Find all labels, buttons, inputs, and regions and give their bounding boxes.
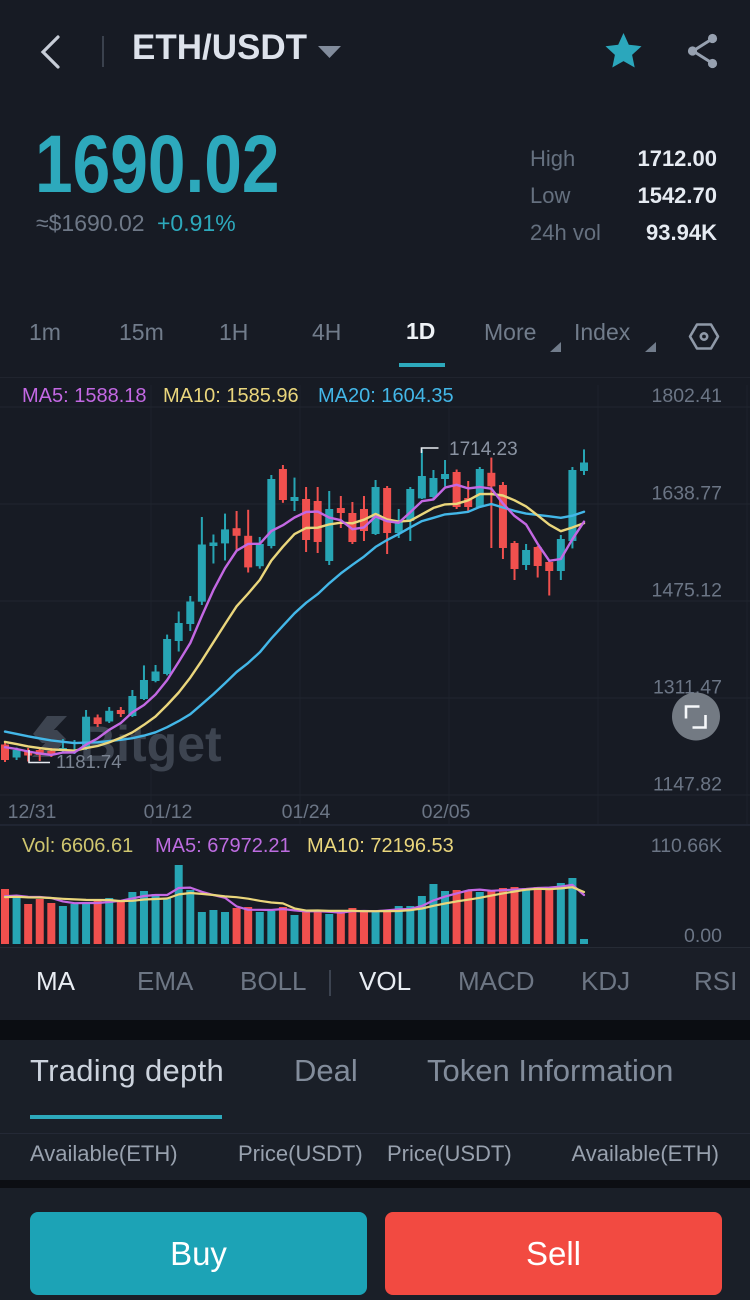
svg-text:01/24: 01/24 [282, 801, 331, 823]
svg-text:12/31: 12/31 [8, 801, 57, 823]
svg-text:110.66K: 110.66K [651, 835, 722, 857]
svg-text:MA5: 67972.21: MA5: 67972.21 [155, 835, 291, 857]
svg-text:1638.77: 1638.77 [652, 483, 723, 505]
svg-text:MA20: 1604.35: MA20: 1604.35 [318, 385, 454, 407]
svg-text:1311.47: 1311.47 [653, 677, 722, 699]
svg-text:1147.82: 1147.82 [653, 774, 722, 796]
svg-text:MA5: 1588.18: MA5: 1588.18 [22, 385, 147, 407]
svg-text:1475.12: 1475.12 [652, 580, 723, 602]
svg-text:1181.74: 1181.74 [56, 751, 122, 772]
svg-text:MA10: 72196.53: MA10: 72196.53 [307, 835, 454, 857]
svg-text:02/05: 02/05 [422, 801, 471, 823]
svg-text:Vol: 6606.61: Vol: 6606.61 [22, 835, 133, 857]
svg-text:01/12: 01/12 [144, 801, 193, 823]
svg-text:MA10: 1585.96: MA10: 1585.96 [163, 385, 299, 407]
svg-text:1802.41: 1802.41 [652, 385, 723, 407]
svg-text:1714.23: 1714.23 [449, 439, 518, 460]
svg-text:0.00: 0.00 [684, 925, 722, 947]
